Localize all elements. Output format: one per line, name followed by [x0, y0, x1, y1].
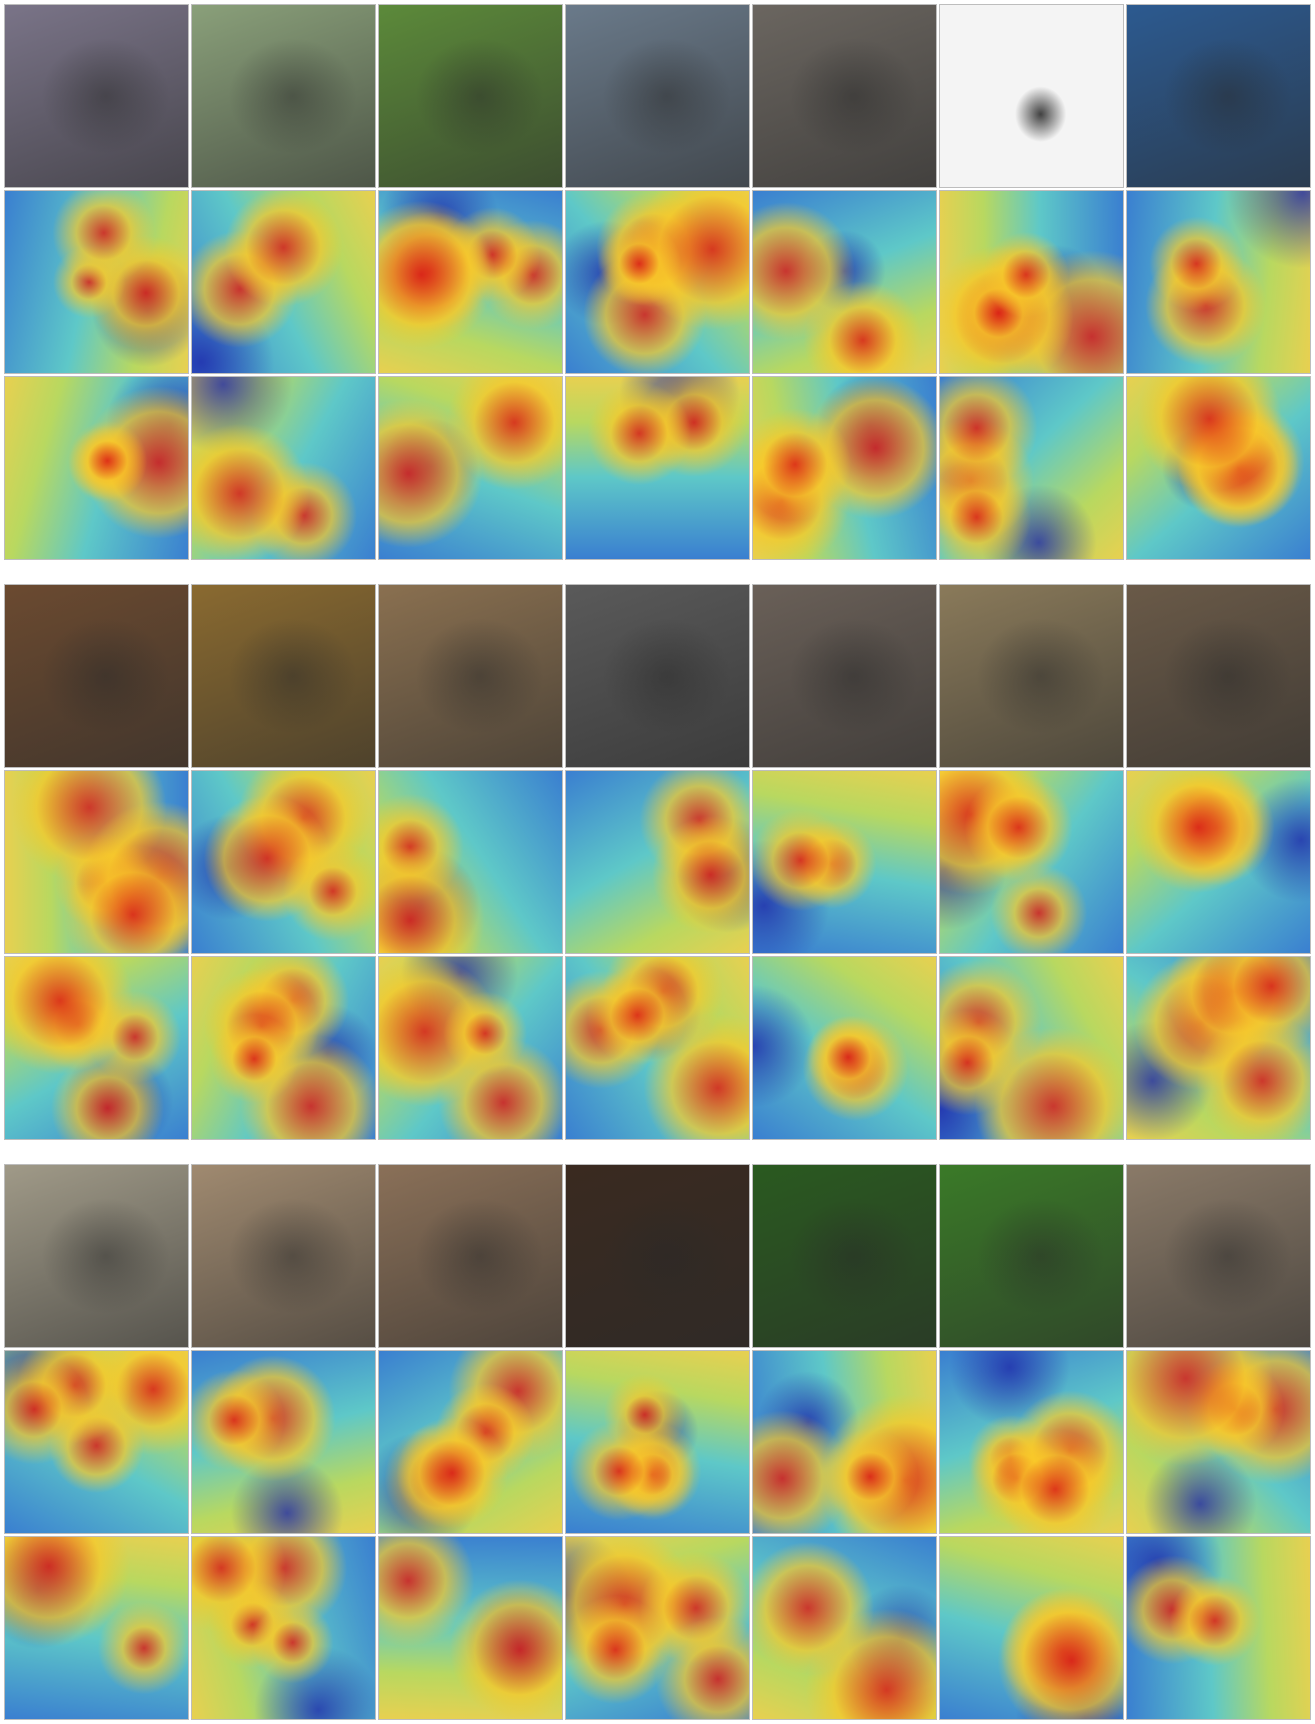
heatmap — [939, 190, 1124, 374]
heatmap — [378, 190, 563, 374]
heatmap — [939, 1350, 1124, 1534]
heatmap — [752, 190, 937, 374]
photo — [939, 4, 1124, 188]
heatmap — [565, 376, 750, 560]
heatmap — [752, 1536, 937, 1720]
heatmap — [191, 190, 376, 374]
heatmap — [939, 770, 1124, 954]
photo — [752, 4, 937, 188]
photo — [1126, 1164, 1311, 1348]
heatmap — [378, 1536, 563, 1720]
heatmap — [378, 770, 563, 954]
heatmap — [1126, 1350, 1311, 1534]
photo — [565, 584, 750, 768]
photo — [1126, 4, 1311, 188]
heatmap — [378, 376, 563, 560]
heatmap — [191, 376, 376, 560]
photo — [4, 4, 189, 188]
photo — [565, 4, 750, 188]
heatmap — [191, 1536, 376, 1720]
heatmap — [1126, 190, 1311, 374]
photo — [939, 584, 1124, 768]
heatmap — [191, 956, 376, 1140]
photo — [191, 584, 376, 768]
heatmap — [378, 956, 563, 1140]
heatmap — [565, 1350, 750, 1534]
photo — [4, 1164, 189, 1348]
heatmap — [191, 1350, 376, 1534]
heatmap — [752, 770, 937, 954]
heatmap — [939, 1536, 1124, 1720]
heatmap — [378, 1350, 563, 1534]
heatmap — [4, 1536, 189, 1720]
photo — [191, 4, 376, 188]
heatmap — [939, 956, 1124, 1140]
heatmap — [4, 1350, 189, 1534]
photo — [565, 1164, 750, 1348]
heatmap — [752, 1350, 937, 1534]
heatmap — [565, 770, 750, 954]
photo — [939, 1164, 1124, 1348]
heatmap — [191, 770, 376, 954]
photo — [378, 1164, 563, 1348]
photo — [191, 1164, 376, 1348]
heatmap — [1126, 376, 1311, 560]
heatmap — [4, 190, 189, 374]
photo — [752, 1164, 937, 1348]
heatmap — [1126, 770, 1311, 954]
heatmap — [4, 956, 189, 1140]
heatmap — [4, 376, 189, 560]
photo — [4, 584, 189, 768]
heatmap — [565, 190, 750, 374]
photo — [378, 4, 563, 188]
photo — [752, 584, 937, 768]
photo — [1126, 584, 1311, 768]
heatmap — [1126, 1536, 1311, 1720]
heatmap — [752, 376, 937, 560]
heatmap — [752, 956, 937, 1140]
photo — [378, 584, 563, 768]
heatmap — [939, 376, 1124, 560]
heatmap — [565, 956, 750, 1140]
heatmap — [565, 1536, 750, 1720]
heatmap — [1126, 956, 1311, 1140]
heatmap — [4, 770, 189, 954]
